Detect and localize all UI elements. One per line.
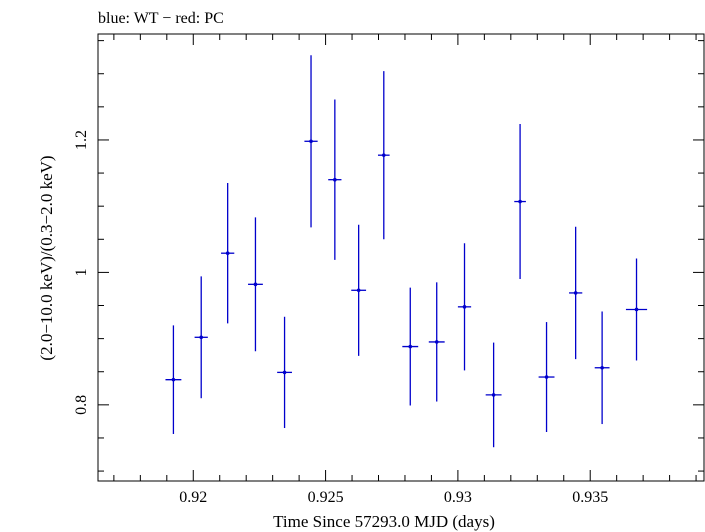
point-marker [333, 177, 337, 182]
data-point [248, 217, 263, 352]
x-tick-label: 0.935 [572, 489, 608, 506]
y-tick-label: 1.2 [73, 130, 90, 150]
x-axis-label: Time Since 57293.0 MJD (days) [273, 512, 495, 531]
data-point [594, 311, 610, 425]
data-point [625, 258, 648, 361]
point-marker [491, 393, 496, 397]
point-marker [462, 305, 467, 309]
y-tick-label: 1 [73, 268, 90, 276]
data-point [514, 124, 526, 280]
data-point [194, 276, 208, 399]
point-marker [600, 365, 604, 370]
point-marker [253, 282, 258, 287]
data-point [304, 55, 318, 228]
point-marker [634, 307, 639, 312]
x-tick-label: 0.925 [308, 489, 344, 506]
data-point [569, 226, 583, 360]
data-point [351, 224, 367, 356]
point-marker [408, 344, 413, 349]
x-axis-ticks: 0.92 0.925 0.93 0.935 [113, 34, 697, 506]
plot-frame [97, 33, 705, 482]
y-tick-label: 0.8 [73, 395, 90, 415]
data-point [328, 99, 342, 260]
data-point [402, 287, 419, 406]
point-marker [573, 291, 578, 295]
point-marker [518, 199, 522, 204]
point-marker [544, 375, 549, 379]
chart-title: blue: WT − red: PC [98, 10, 224, 27]
x-tick-label: 0.93 [444, 489, 472, 506]
point-marker [171, 377, 176, 382]
point-marker [282, 370, 287, 375]
data-point [277, 316, 292, 429]
data-point [538, 322, 555, 432]
y-axis-ticks: 0.8 1 1.2 [73, 40, 704, 472]
data-point [457, 243, 472, 371]
data-point [428, 282, 445, 402]
x-tick-label: 0.92 [179, 489, 207, 506]
data-point [165, 325, 182, 434]
data-point [485, 342, 502, 448]
data-series [165, 55, 648, 448]
data-point [221, 183, 235, 324]
point-marker [199, 335, 204, 340]
data-point [377, 71, 390, 240]
point-marker [381, 153, 386, 157]
point-marker [434, 340, 439, 344]
y-axis-label: (2.0−10.0 keV)/(0.3−2.0 keV) [37, 155, 56, 360]
point-marker [225, 251, 230, 255]
point-marker [309, 139, 313, 144]
point-marker [356, 288, 361, 293]
